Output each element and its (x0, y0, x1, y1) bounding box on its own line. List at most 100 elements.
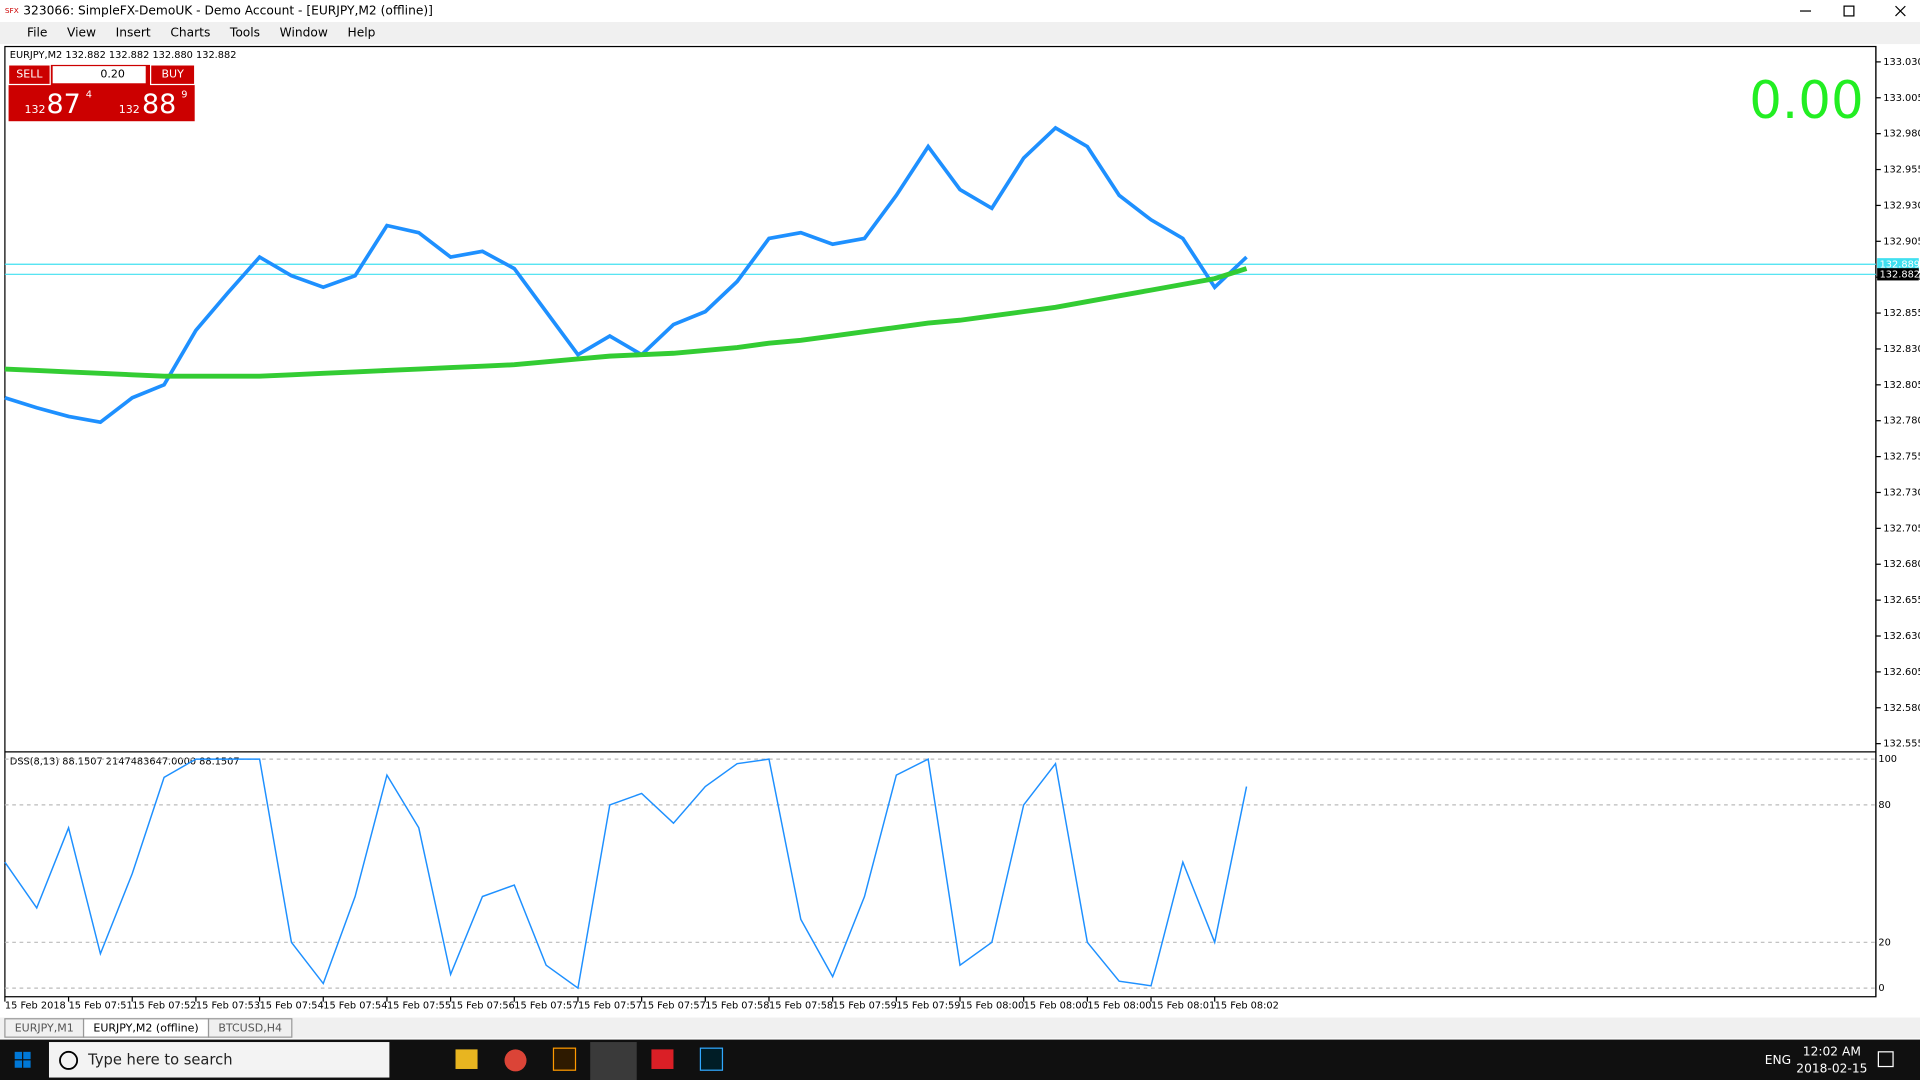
menu-item[interactable]: File (27, 26, 47, 40)
clock-time[interactable]: 12:02 AM (1803, 1044, 1861, 1058)
profit: 0.00 (1749, 71, 1863, 131)
y-tick-label: 132.705 (1883, 523, 1920, 534)
x-tick-label: 15 Feb 08:02 (1215, 1000, 1279, 1011)
y-tick-label: 132.630 (1883, 631, 1920, 642)
chart-title: DSS(8,13) 88.1507 2147483647.0000 88.150… (10, 757, 240, 768)
language[interactable]: ENG (1765, 1053, 1791, 1067)
price-tag (1877, 258, 1919, 271)
x-tick-label: 15 Feb 07:58 (769, 1000, 833, 1011)
tab[interactable] (207, 1018, 293, 1038)
search-text: Type here to search (87, 1051, 232, 1068)
lot-value: 0.20 (100, 68, 125, 81)
chart-frame (4, 45, 1877, 998)
y-tick-label: 80 (1878, 800, 1890, 811)
series-line (4, 266, 1248, 379)
window-title: 323066: SimpleFX-DemoUK - Demo Account -… (23, 4, 433, 18)
series-line (4, 125, 1248, 425)
x-tick-label: 15 Feb 08:00 (1024, 1000, 1088, 1011)
title-bar (0, 0, 1920, 23)
y-tick-label: 132.930 (1883, 200, 1920, 211)
sell-label: SELL (16, 68, 43, 81)
price-tag (1877, 268, 1919, 281)
ask-main: 88 (142, 89, 176, 120)
menu-item[interactable]: Window (280, 26, 328, 40)
y-tick-label: 132.555 (1883, 739, 1920, 750)
x-tick-label: 15 Feb 07:54 (323, 1000, 387, 1011)
y-tick-label: 132.755 (1883, 452, 1920, 463)
y-tick-label: 20 (1878, 937, 1890, 948)
x-tick-label: 15 Feb 07:58 (705, 1000, 769, 1011)
x-tick-label: 15 Feb 07:57 (514, 1000, 578, 1011)
y-tick-label: 132.655 (1883, 595, 1920, 606)
menu-item[interactable]: Tools (229, 26, 260, 40)
ask-big: 132 (119, 103, 140, 116)
y-tick-label: 132.980 (1883, 129, 1920, 140)
notifications[interactable] (1877, 1051, 1894, 1068)
sell-button[interactable] (7, 64, 51, 86)
y-tick-label: 133.030 (1883, 57, 1920, 68)
y-tick-label: 132.905 (1883, 236, 1920, 247)
tab-label: BTCUSD,H4 (218, 1022, 282, 1035)
lot-input[interactable] (52, 66, 146, 84)
y-tick-label: 132.830 (1883, 344, 1920, 355)
y-tick-label: 132.805 (1883, 380, 1920, 391)
illustrator-icon[interactable] (552, 1047, 577, 1071)
y-tick-label: 133.005 (1883, 93, 1920, 104)
x-tick-label: 15 Feb 08:00 (960, 1000, 1024, 1011)
buy-label: BUY (161, 68, 184, 81)
search-box[interactable] (48, 1042, 390, 1078)
x-tick-label: 15 Feb 2018 (5, 1000, 66, 1011)
explorer-icon[interactable] (455, 1049, 478, 1069)
ask-small: 9 (181, 89, 187, 100)
clock-date[interactable]: 2018-02-15 (1796, 1061, 1867, 1075)
price-chart: EURJPY,M2 132.882 132.882 132.880 132.88… (4, 50, 1920, 750)
x-tick-label: 15 Feb 07:54 (260, 1000, 324, 1011)
y-tick-label: 132.580 (1883, 703, 1920, 714)
x-tick-label: 15 Feb 07:57 (642, 1000, 706, 1011)
cc-icon[interactable] (651, 1049, 674, 1069)
buy-button[interactable] (150, 64, 196, 86)
menu-bar (0, 22, 1920, 45)
photoshop-icon[interactable] (699, 1047, 724, 1071)
start-button[interactable] (14, 1051, 31, 1068)
window-controls[interactable] (1800, 5, 1906, 17)
x-tick-label: 15 Feb 07:53 (196, 1000, 260, 1011)
bid-big: 132 (24, 103, 45, 116)
dss-chart: DSS(8,13) 88.1507 2147483647.0000 88.150… (4, 754, 1897, 1011)
app-icon: SFX (5, 6, 19, 15)
menu-item[interactable]: Insert (116, 26, 151, 40)
tab-label: EURJPY,M1 (15, 1022, 74, 1035)
chrome-icon[interactable] (504, 1049, 527, 1072)
restore[interactable] (1843, 5, 1855, 17)
price-tag-label: 132.882 (1880, 269, 1920, 280)
y-tick-label: 132.780 (1883, 416, 1920, 427)
trade-panel: SELL 0.20 BUY 132 87 4 132 88 9 (7, 64, 196, 122)
close[interactable] (1895, 5, 1906, 17)
y-tick-label: 0 (1878, 983, 1884, 994)
menu-item[interactable]: View (67, 26, 96, 40)
simplefx-icon[interactable] (590, 1042, 637, 1080)
bid-main: 87 (47, 89, 81, 120)
menu: File View Insert Charts Tools Window Help (27, 26, 376, 40)
tab-label: EURJPY,M2 (offline) (93, 1022, 198, 1035)
menu-item[interactable]: Charts (170, 26, 210, 40)
y-tick-label: 132.855 (1883, 308, 1920, 319)
tab-bar (0, 1017, 1920, 1039)
series-line (4, 757, 1248, 990)
bid-small: 4 (86, 89, 92, 100)
x-tick-label: 15 Feb 08:00 (1087, 1000, 1151, 1011)
y-tick-label: 132.680 (1883, 559, 1920, 570)
x-tick-label: 15 Feb 07:55 (387, 1000, 451, 1011)
x-tick-label: 15 Feb 07:52 (132, 1000, 196, 1011)
x-tick-label: 15 Feb 07:57 (578, 1000, 642, 1011)
x-tick-label: 15 Feb 08:01 (1151, 1000, 1215, 1011)
search-icon (59, 1050, 79, 1070)
y-tick-label: 100 (1878, 754, 1897, 765)
menu-item[interactable]: Help (348, 26, 376, 40)
y-tick-label: 132.730 (1883, 487, 1920, 498)
price-tag-label: 132.889 (1880, 259, 1920, 270)
x-tick-label: 15 Feb 07:59 (833, 1000, 897, 1011)
tabs: EURJPY,M1 EURJPY,M2 (offline) BTCUSD,H4 (4, 1018, 293, 1038)
